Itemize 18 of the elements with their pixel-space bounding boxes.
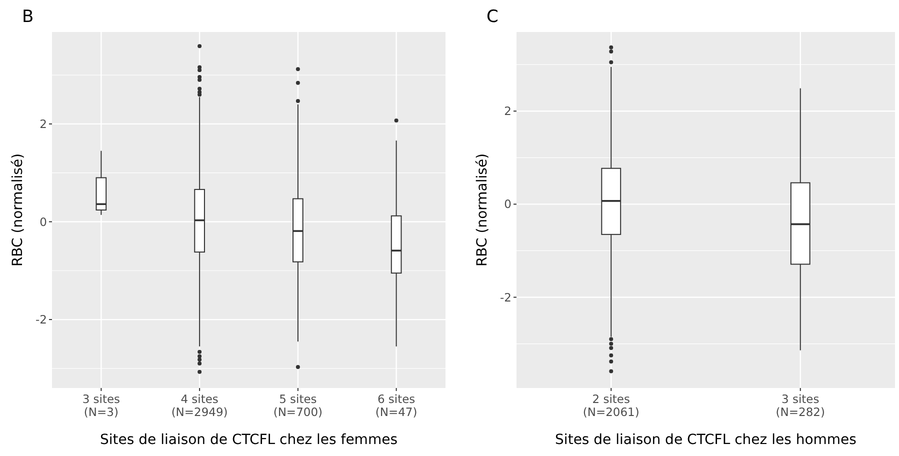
y-tick-label: -2 <box>500 290 512 304</box>
y-tick-label: 2 <box>504 104 512 118</box>
x-tick-label: 4 sites (N=2949) <box>171 392 228 419</box>
x-tick-label: 5 sites (N=700) <box>273 392 323 419</box>
y-tick-label: 0 <box>504 197 512 212</box>
x-axis-title: Sites de liaison de CTCFL chez les hommes <box>555 432 856 448</box>
y-axis-title: RBC (normalisé) <box>10 153 26 267</box>
chart-title: C <box>486 7 498 27</box>
chart-title: B <box>22 7 34 27</box>
x-tick-label: 2 sites (N=2061) <box>582 392 640 419</box>
x-tick-label: 3 sites (N=282) <box>776 392 825 419</box>
y-tick-label: 0 <box>40 214 47 229</box>
x-axis-title: Sites de liaison de CTCFL chez les femmes <box>100 432 398 448</box>
x-tick-label: 3 sites (N=3) <box>82 392 120 419</box>
y-tick-label: 2 <box>40 116 47 131</box>
x-tick-label: 6 sites (N=47) <box>375 392 418 419</box>
y-axis-title: RBC (normalisé) <box>474 153 490 267</box>
y-tick-label: -2 <box>36 312 47 327</box>
